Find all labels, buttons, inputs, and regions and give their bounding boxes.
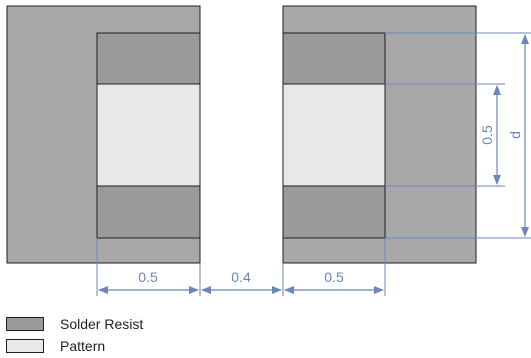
pattern-height-label: 0.5 [479, 125, 495, 145]
right-pad [282, 5, 477, 264]
pattern-swatch [6, 339, 44, 353]
left-pad [6, 5, 201, 264]
solder-resist-label: Solder Resist [60, 316, 144, 332]
right-solder-resist-top [282, 32, 386, 85]
left-solder-resist-bottom [96, 185, 201, 239]
solder-resist-swatch [6, 317, 44, 331]
right-pattern [282, 83, 386, 187]
legend: Solder Resist Pattern [6, 314, 143, 358]
left-solder-resist-top [96, 32, 201, 85]
left-pattern [96, 83, 201, 187]
legend-item-solder-resist: Solder Resist [6, 314, 143, 334]
total-height-label: d [507, 131, 523, 139]
extension-lines [96, 32, 531, 296]
left-pad-width-label: 0.5 [138, 269, 158, 285]
right-pad-width-label: 0.5 [324, 269, 344, 285]
legend-item-pattern: Pattern [6, 336, 143, 356]
pattern-label: Pattern [60, 338, 106, 354]
right-solder-resist-bottom [282, 185, 386, 239]
gap-label: 0.4 [231, 269, 251, 285]
